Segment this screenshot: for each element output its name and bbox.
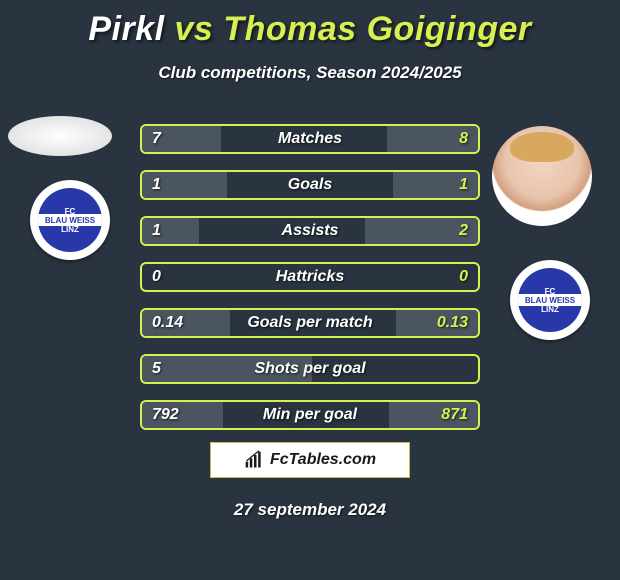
club-badge-text: FC BLAU WEISS LINZ [525,287,575,314]
vs-label: vs [175,10,214,48]
club-badge-text: FC BLAU WEISS LINZ [45,207,95,234]
stat-label: Matches [142,126,478,152]
stat-label: Shots per goal [142,356,478,382]
stat-label: Assists [142,218,478,244]
player2-club-badge: FC BLAU WEISS LINZ [510,260,590,340]
stat-row: 78Matches [140,124,480,154]
watermark-text: FcTables.com [270,451,376,469]
player2-avatar [492,126,592,226]
comparison-title: Pirkl vs Thomas Goiginger [0,0,620,49]
stat-row: 11Goals [140,170,480,200]
stat-label: Goals [142,172,478,198]
stat-row: 00Hattricks [140,262,480,292]
stat-label: Hattricks [142,264,478,290]
player1-name: Pirkl [88,10,164,48]
subtitle: Club competitions, Season 2024/2025 [0,63,620,83]
stat-row: 5Shots per goal [140,354,480,384]
stat-row: 792871Min per goal [140,400,480,430]
player1-avatar [8,116,112,156]
stat-row: 0.140.13Goals per match [140,308,480,338]
watermark: FcTables.com [210,442,410,478]
date-label: 27 september 2024 [0,500,620,520]
chart-icon [244,450,264,470]
stat-row: 12Assists [140,216,480,246]
player1-club-badge: FC BLAU WEISS LINZ [30,180,110,260]
stat-label: Goals per match [142,310,478,336]
stats-container: 78Matches 11Goals 12Assists 00Hattricks 0.14… [140,124,480,446]
stat-label: Min per goal [142,402,478,428]
player2-name: Thomas Goiginger [223,10,531,48]
